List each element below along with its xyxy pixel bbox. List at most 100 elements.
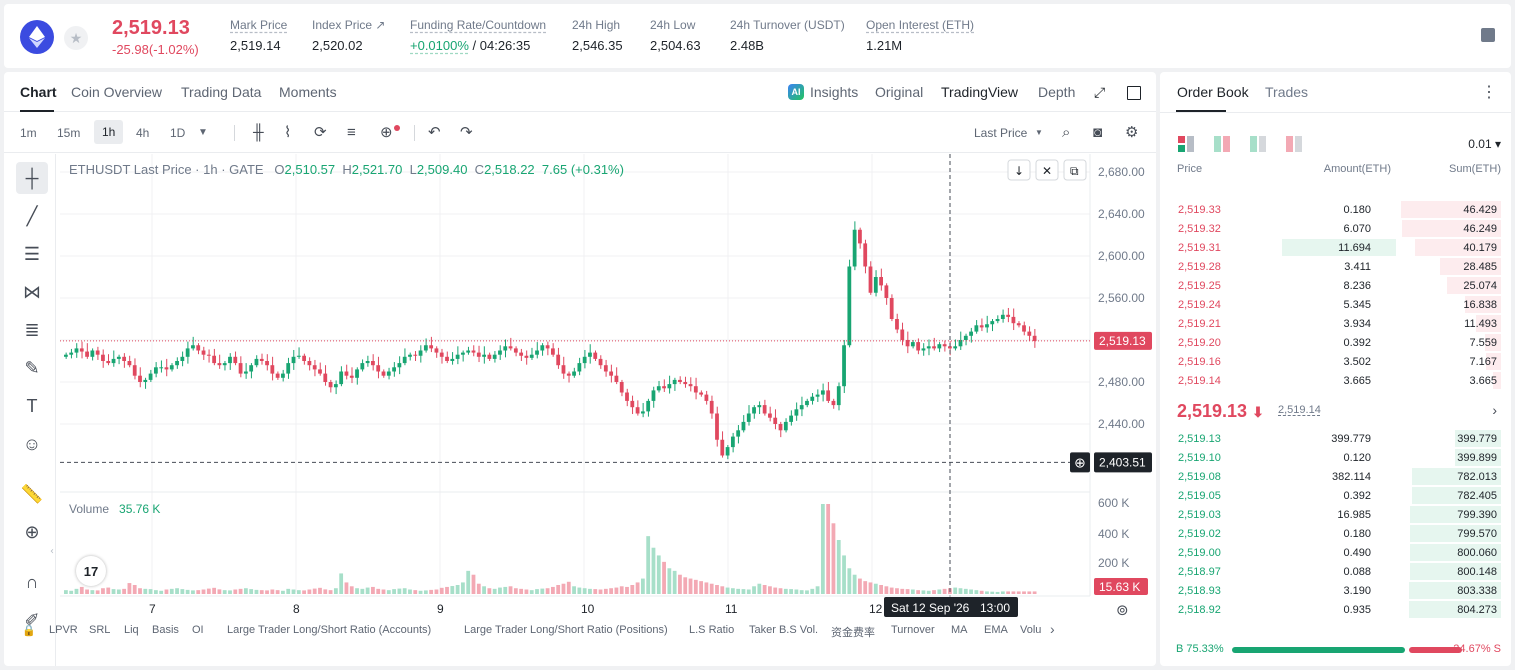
crosshair-icon[interactable]: ┼ — [16, 162, 48, 194]
tab-coin-overview[interactable]: Coin Overview — [71, 84, 163, 100]
indicator-11[interactable]: MA — [951, 624, 968, 636]
search-icon[interactable]: ⌕ — [1062, 124, 1071, 141]
bid-row[interactable]: 2,519.13 399.779 399.779 — [1176, 429, 1501, 448]
ask-row[interactable]: 2,519.20 0.392 7.559 — [1176, 333, 1501, 352]
stat-index-price[interactable]: Index Price ↗ 2,520.02 — [312, 18, 385, 53]
indicator-2[interactable]: Liq — [124, 624, 139, 636]
favorite-star-icon[interactable]: ★ — [64, 26, 88, 50]
funding-rate-value[interactable]: +0.0100% — [410, 38, 469, 53]
undo-icon[interactable]: ↶ — [428, 124, 441, 141]
interval-1m[interactable]: 1m — [20, 126, 37, 140]
text-tool-icon[interactable]: T — [26, 395, 38, 416]
emoji-icon[interactable]: ☺ — [22, 433, 42, 454]
indicator-0[interactable]: LPVR — [49, 624, 78, 636]
bid-row[interactable]: 2,519.03 16.985 799.390 — [1176, 505, 1501, 524]
templates-icon[interactable]: ≡ — [347, 124, 356, 141]
bid-row[interactable]: 2,518.92 0.935 804.273 — [1176, 600, 1501, 619]
indicator-9[interactable]: 资金费率 — [831, 627, 875, 639]
tab-trades[interactable]: Trades — [1265, 84, 1309, 100]
more-vertical-icon[interactable]: ⋮ — [1481, 84, 1497, 101]
trend-line-icon[interactable]: ╱ — [26, 205, 38, 226]
candle — [688, 384, 693, 387]
view-both-icon[interactable] — [1178, 136, 1194, 152]
bid-price: 2,518.97 — [1178, 566, 1221, 578]
candle — [879, 277, 883, 286]
precision-select[interactable]: 0.01 ▾ — [1468, 137, 1501, 151]
price-type-caret-icon[interactable]: ▼ — [1035, 128, 1043, 137]
price-type-select[interactable]: Last Price — [974, 126, 1028, 140]
ask-row[interactable]: 2,519.16 3.502 7.167 — [1176, 352, 1501, 371]
stat-label[interactable]: Index Price ↗ — [312, 18, 386, 32]
horizontal-lines-icon[interactable]: ☰ — [23, 243, 41, 264]
bid-row[interactable]: 2,519.10 0.120 399.899 — [1176, 448, 1501, 467]
magnet-icon[interactable]: ∩ — [25, 571, 39, 592]
indicator-3[interactable]: Basis — [152, 624, 179, 636]
ruler-icon[interactable]: 📏 — [20, 483, 44, 504]
bid-row[interactable]: 2,518.93 3.190 803.338 — [1176, 581, 1501, 600]
ask-row[interactable]: 2,519.24 5.345 16.838 — [1176, 295, 1501, 314]
candle — [487, 354, 492, 359]
candle-type-icon[interactable]: ╫ — [253, 124, 264, 141]
indicator-10[interactable]: Turnover — [891, 624, 935, 636]
price-chart[interactable]: 2,680.00 2,640.00 2,600.00 2,560.00 2,480.00… — [4, 72, 1156, 666]
view-buy-icon[interactable] — [1250, 136, 1266, 152]
ask-row[interactable]: 2,519.31 11.694 40.179 — [1176, 238, 1501, 257]
ask-row[interactable]: 2,519.32 6.070 46.249 — [1176, 219, 1501, 238]
bid-row[interactable]: 2,519.05 0.392 782.405 — [1176, 486, 1501, 505]
redo-icon[interactable]: ↷ — [460, 124, 473, 141]
replay-icon[interactable]: ⟳ — [314, 124, 327, 141]
volume-bar — [937, 589, 942, 594]
expand-icon[interactable]: ⤢ — [1094, 84, 1106, 100]
ask-row[interactable]: 2,519.28 3.411 28.485 — [1176, 257, 1501, 276]
indicator-1[interactable]: SRL — [89, 624, 111, 636]
alert-add-icon[interactable]: ⊕ — [380, 124, 393, 141]
view-sell-icon[interactable] — [1286, 136, 1302, 152]
chevron-right-icon[interactable]: › — [1492, 402, 1497, 418]
indicators-icon[interactable]: ⌇ — [284, 124, 292, 141]
view-tradingview[interactable]: TradingView — [941, 84, 1019, 100]
tab-moments[interactable]: Moments — [279, 84, 337, 100]
tab-chart[interactable]: Chart — [20, 84, 57, 100]
window-icon[interactable] — [1127, 86, 1141, 100]
indicator-13[interactable]: Volu — [1020, 624, 1042, 636]
candle — [529, 354, 534, 358]
bid-row[interactable]: 2,519.08 382.114 782.013 — [1176, 467, 1501, 486]
interval-1h[interactable]: 1h — [94, 120, 124, 144]
bid-row[interactable]: 2,519.00 0.490 800.060 — [1176, 543, 1501, 562]
zoom-in-icon[interactable]: ⊕ — [24, 521, 40, 542]
interval-dropdown-icon[interactable]: ▼ — [198, 127, 208, 138]
bid-row[interactable]: 2,518.97 0.088 800.148 — [1176, 562, 1501, 581]
brush-icon[interactable]: ✎ — [24, 357, 40, 378]
view-depth[interactable]: Depth — [1038, 84, 1076, 100]
lock-drawing-icon[interactable]: ✐ — [24, 609, 40, 630]
ai-insights-icon[interactable]: AI — [788, 84, 804, 100]
bid-row[interactable]: 2,519.02 0.180 799.570 — [1176, 524, 1501, 543]
indicator-12[interactable]: EMA — [984, 624, 1008, 636]
lock-icon[interactable]: 🔒 — [22, 625, 36, 637]
pattern-icon[interactable]: ⋈ — [23, 281, 41, 302]
tradingview-logo-icon[interactable]: 17 — [76, 556, 106, 586]
fib-tool-icon[interactable]: ≣ — [24, 319, 40, 340]
indicator-6[interactable]: Large Trader Long/Short Ratio (Positions… — [464, 624, 668, 636]
tab-order-book[interactable]: Order Book — [1177, 84, 1249, 100]
ask-row[interactable]: 2,519.33 0.180 46.429 — [1176, 200, 1501, 219]
camera-icon[interactable]: ◙ — [1093, 124, 1103, 141]
ask-row[interactable]: 2,519.25 8.236 25.074 — [1176, 276, 1501, 295]
indicator-8[interactable]: Taker B.S Vol. — [749, 624, 819, 636]
view-original[interactable]: Original — [875, 84, 924, 100]
indicator-7[interactable]: L.S Ratio — [689, 624, 735, 636]
tab-trading-data[interactable]: Trading Data — [181, 84, 262, 100]
interval-15m[interactable]: 15m — [57, 126, 81, 140]
view-bids-icon[interactable] — [1214, 136, 1230, 152]
interval-1d[interactable]: 1D — [170, 126, 186, 140]
ask-row[interactable]: 2,519.21 3.934 11.493 — [1176, 314, 1501, 333]
settings-gear-icon[interactable]: ⚙ — [1125, 124, 1139, 141]
indicator-4[interactable]: OI — [192, 624, 204, 636]
view-insights[interactable]: Insights — [810, 84, 859, 100]
indicators-next-icon[interactable]: › — [1050, 621, 1055, 637]
mid-price[interactable]: 2,519.13 ⬇ — [1177, 401, 1264, 422]
guide-book-icon[interactable] — [1481, 28, 1495, 42]
interval-4h[interactable]: 4h — [136, 126, 150, 140]
indicator-5[interactable]: Large Trader Long/Short Ratio (Accounts) — [227, 624, 432, 636]
ask-row[interactable]: 2,519.14 3.665 3.665 — [1176, 371, 1501, 390]
